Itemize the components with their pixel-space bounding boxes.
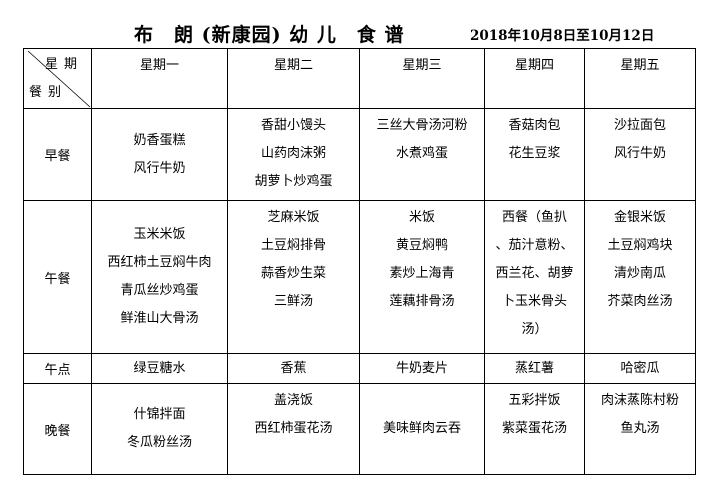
- dish-item: 蒜香炒生菜: [260, 266, 326, 281]
- dish-item: 三鲜汤: [273, 294, 313, 309]
- meal-row-lunch: 午餐 玉米米饭 西红柿土豆焖牛肉 青瓜丝炒鸡蛋 鲜淮山大骨汤 芝麻米饭 土豆焖排骨 蒜香炒生菜…: [23, 200, 696, 354]
- dish-item: 冬瓜粉丝汤: [126, 435, 192, 450]
- dish-item: 水煮鸡蛋: [395, 146, 448, 161]
- dish-item: 西兰花、胡萝: [495, 266, 574, 281]
- dish-item: 西红柿土豆焖牛肉: [107, 255, 212, 270]
- dish-item: 山药肉沫粥: [260, 146, 326, 161]
- dish-item: 鱼丸汤: [620, 421, 660, 436]
- corner-cell: 星期 餐别: [23, 48, 92, 109]
- dish-item: 肉沫蒸陈村粉: [600, 393, 679, 408]
- dish-item: 哈密瓜: [620, 360, 660, 376]
- menu-cell: 盖浇饭 西红柿蛋花汤: [227, 383, 360, 475]
- dish-item: 土豆焖鸡块: [607, 238, 673, 253]
- dish-item: 金银米饭: [613, 210, 666, 225]
- menu-cell: 玉米米饭西红柿土豆焖牛肉 青瓜丝炒鸡蛋 鲜淮山大骨汤: [91, 200, 228, 354]
- dish-item: 莲藕排骨汤: [389, 294, 455, 309]
- corner-weekday-label: 星期: [44, 57, 83, 72]
- dish-item: 风行牛奶: [133, 160, 186, 176]
- dish-item: 黄豆焖鸭: [395, 238, 448, 253]
- dish-item: 西红柿蛋花汤: [254, 421, 333, 436]
- menu-cell: 奶香蛋糕 风行牛奶: [91, 108, 228, 201]
- meal-row-afternoon-snack: 午点 绿豆糖水 香蕉 牛奶麦片 蒸红薯 哈密瓜: [23, 353, 696, 384]
- meal-label: 晚餐: [23, 383, 92, 475]
- dish-item: 三丝大骨汤河粉: [376, 118, 468, 133]
- day-header-4: 星期四: [484, 48, 585, 109]
- menu-cell: 香菇肉包 花生豆浆: [484, 108, 585, 201]
- meal-label: 午点: [23, 353, 92, 384]
- dish-item: 香甜小馒头: [260, 118, 326, 133]
- dish-item: 风行牛奶: [613, 146, 666, 161]
- meal-label: 午餐: [23, 200, 92, 354]
- dish-item: 芥菜肉丝汤: [607, 294, 673, 309]
- dish-item: 花生豆浆: [508, 146, 561, 161]
- menu-cell: 美味鲜肉云吞: [359, 383, 485, 475]
- dish-item: 米饭: [408, 210, 435, 225]
- dish-item: 汤）: [521, 322, 548, 337]
- dish-item: 沙拉面包: [613, 118, 666, 133]
- menu-cell: 五彩拌饭 紫菜蛋花汤: [484, 383, 585, 475]
- menu-cell: 三丝大骨汤河粉 水煮鸡蛋: [359, 108, 485, 201]
- dish-item: 香蕉: [280, 360, 307, 376]
- menu-cell: 西餐（鱼扒、茄汁意粉、 西兰花、胡萝 卜玉米骨头汤）: [484, 200, 585, 354]
- day-header-1: 星期一: [91, 48, 228, 109]
- page-title: 布 朗 (新康园) 幼 儿 食 谱: [134, 24, 405, 46]
- header-row: 星期 餐别 星期一 星期二 星期三 星期四 星期五: [23, 48, 696, 109]
- dish-item: 卜玉米骨头: [501, 294, 567, 309]
- dish-item: 素炒上海青: [389, 266, 455, 281]
- menu-cell: 香蕉: [227, 353, 360, 384]
- dish-item: 胡萝卜炒鸡蛋: [254, 174, 333, 189]
- day-label: 星期四: [514, 58, 554, 73]
- dish-item: 盖浇饭: [273, 393, 313, 408]
- day-label: 星期三: [402, 58, 442, 73]
- meal-row-breakfast: 早餐 奶香蛋糕 风行牛奶 香甜小馒头 山药肉沫粥 胡萝卜炒鸡蛋 三丝大骨汤河粉 水煮鸡蛋 香菇肉…: [23, 108, 696, 201]
- meal-label: 早餐: [23, 108, 92, 201]
- dish-item: 牛奶麦片: [395, 360, 448, 376]
- dish-item: 玉米米饭: [133, 227, 186, 242]
- menu-cell: 芝麻米饭土豆焖排骨蒜香炒生菜三鲜汤: [227, 200, 360, 354]
- menu-cell: 什锦拌面 冬瓜粉丝汤: [91, 383, 228, 475]
- menu-cell: 沙拉面包 风行牛奶: [584, 108, 696, 201]
- menu-cell: 肉沫蒸陈村粉 鱼丸汤: [584, 383, 696, 475]
- dish-item: 蒸红薯: [514, 360, 554, 376]
- dish-item: 土豆焖排骨: [260, 238, 326, 253]
- menu-cell: 绿豆糖水: [91, 353, 228, 384]
- dish-item: 鲜淮山大骨汤: [120, 311, 199, 326]
- dish-item: 青瓜丝炒鸡蛋: [120, 283, 199, 298]
- date-range: 2018年10月8日至10月12日: [470, 28, 655, 44]
- dish-item: 什锦拌面: [133, 407, 186, 422]
- day-header-5: 星期五: [584, 48, 696, 109]
- menu-cell: 米饭黄豆焖鸭素炒上海青莲藕排骨汤: [359, 200, 485, 354]
- dish-item: 西餐（鱼扒: [501, 210, 567, 225]
- dish-item: 香菇肉包: [508, 118, 561, 133]
- menu-cell: 牛奶麦片: [359, 353, 485, 384]
- menu-cell: 蒸红薯: [484, 353, 585, 384]
- dish-item: 芝麻米饭: [267, 210, 320, 225]
- menu-cell: 金银米饭土豆焖鸡块清炒南瓜芥菜肉丝汤: [584, 200, 696, 354]
- dish-item: 紫菜蛋花汤: [501, 421, 567, 436]
- dish-item: 、茄汁意粉、: [495, 238, 574, 253]
- dish-item: 清炒南瓜: [613, 266, 666, 281]
- day-header-3: 星期三: [359, 48, 485, 109]
- day-label: 星期一: [139, 58, 179, 73]
- dish-item: 美味鲜肉云吞: [382, 421, 461, 436]
- day-label: 星期五: [620, 58, 660, 73]
- day-label: 星期二: [273, 58, 313, 73]
- corner-meal-label: 餐别: [29, 85, 68, 100]
- meal-row-dinner: 晚餐 什锦拌面 冬瓜粉丝汤 盖浇饭 西红柿蛋花汤 美味鲜肉云吞 五彩拌饭 紫菜蛋花汤 肉沫蒸陈村…: [23, 383, 696, 475]
- dish-item: 奶香蛋糕: [133, 132, 186, 148]
- dish-item: 绿豆糖水: [133, 360, 186, 376]
- menu-table: 星期 餐别 星期一 星期二 星期三 星期四 星期五 早餐 奶香蛋糕 风行牛奶 香甜小馒头 山药肉…: [23, 48, 696, 475]
- diagonal-line: [27, 50, 91, 108]
- day-header-2: 星期二: [227, 48, 360, 109]
- menu-cell: 香甜小馒头山药肉沫粥胡萝卜炒鸡蛋: [227, 108, 360, 201]
- dish-item: 五彩拌饭: [508, 393, 561, 408]
- menu-cell: 哈密瓜: [584, 353, 696, 384]
